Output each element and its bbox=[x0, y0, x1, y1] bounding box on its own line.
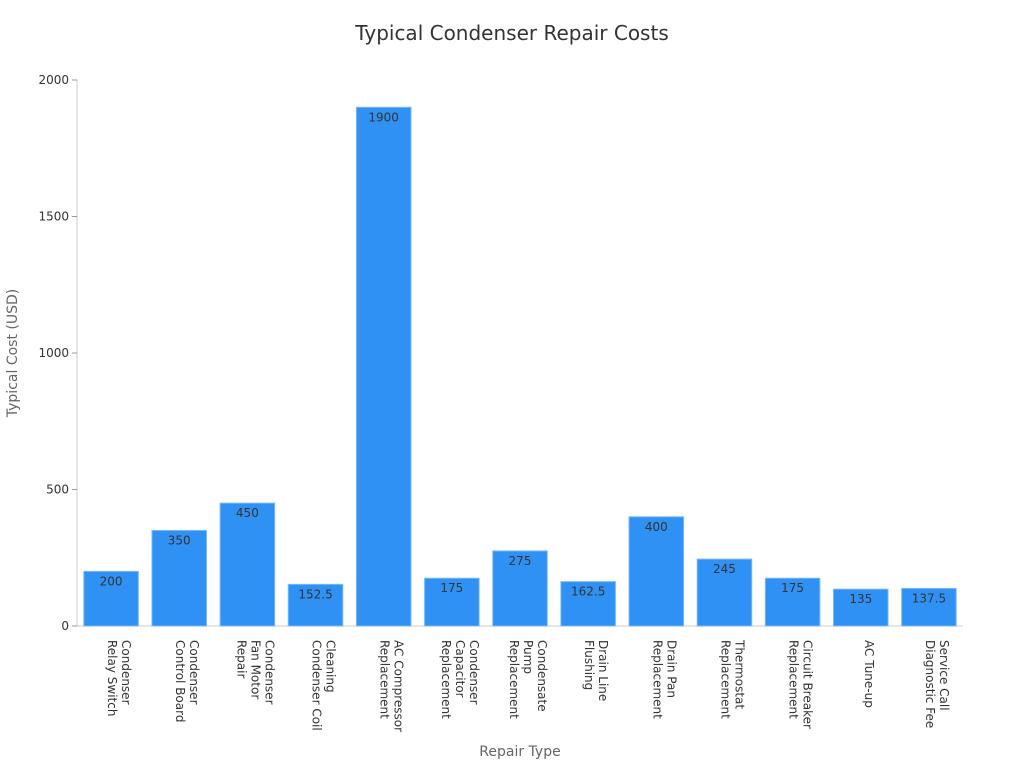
x-tick-label-line: Flushing bbox=[582, 640, 596, 690]
x-tick-label-line: Replacement bbox=[718, 640, 732, 719]
x-tick-label-line: AC Tune-up bbox=[862, 640, 876, 708]
value-label: 137.5 bbox=[912, 591, 946, 605]
x-tick-label: Drain PanReplacement bbox=[650, 640, 678, 719]
x-tick-label-line: Replacement bbox=[650, 640, 664, 719]
value-label: 152.5 bbox=[298, 587, 332, 601]
x-tick-label: CondenserControl Board bbox=[173, 640, 201, 722]
x-tick-label: Drain LineFlushing bbox=[582, 640, 610, 701]
x-tick-label-line: Diagnostic Fee bbox=[923, 640, 937, 728]
value-label: 275 bbox=[509, 554, 532, 568]
value-label: 200 bbox=[100, 574, 123, 588]
bar bbox=[764, 577, 821, 627]
x-tick-label-line: Drain Pan bbox=[664, 640, 678, 698]
x-tick-label-line: Repair bbox=[234, 640, 248, 678]
x-tick-label-line: Replacement bbox=[507, 640, 521, 719]
x-tick-label: AC Tune-up bbox=[862, 640, 876, 708]
x-tick-label-line: Condensate bbox=[535, 640, 549, 712]
x-tick-label-line: Condenser bbox=[119, 640, 133, 705]
x-tick-label-line: Control Board bbox=[173, 640, 187, 722]
bar bbox=[901, 587, 957, 627]
y-axis-label: Typical Cost (USD) bbox=[5, 289, 21, 418]
bar bbox=[696, 558, 753, 627]
bar bbox=[151, 529, 207, 627]
x-tick-label-line: Relay Switch bbox=[105, 640, 119, 716]
value-label: 1900 bbox=[368, 110, 399, 124]
y-tick-label: 1500 bbox=[38, 210, 69, 224]
x-tick-label: CondenserRelay Switch bbox=[105, 640, 133, 716]
value-label: 450 bbox=[236, 506, 259, 520]
x-tick-label-line: Service Call bbox=[937, 640, 951, 711]
x-tick-label-line: Circuit Breaker bbox=[801, 640, 815, 729]
x-tick-label: Circuit BreakerReplacement bbox=[787, 640, 815, 729]
chart-title: Typical Condenser Repair Costs bbox=[354, 21, 669, 45]
x-tick-label: ThermostatReplacement bbox=[718, 639, 746, 719]
value-label: 245 bbox=[713, 562, 736, 576]
x-tick-label: Service CallDiagnostic Fee bbox=[923, 640, 951, 728]
x-tick-label-line: Condenser bbox=[467, 640, 481, 705]
y-tick-label: 500 bbox=[46, 483, 69, 497]
x-tick-label-line: Pump bbox=[521, 640, 535, 674]
y-tick-label: 0 bbox=[61, 619, 69, 633]
x-tick-label-line: AC Compressor bbox=[392, 640, 406, 732]
x-tick-label: CondenserFan MotorRepair bbox=[234, 640, 276, 705]
x-tick-label-line: Capacitor bbox=[453, 640, 467, 698]
x-tick-label-line: Cleaning bbox=[324, 640, 338, 693]
bar bbox=[287, 583, 344, 627]
x-tick-label-line: Drain Line bbox=[596, 640, 610, 701]
bar bbox=[833, 588, 889, 627]
x-tick-label-line: Replacement bbox=[378, 640, 392, 719]
bar bbox=[83, 570, 139, 627]
value-label: 135 bbox=[849, 592, 872, 606]
value-label: 400 bbox=[645, 520, 668, 534]
bar bbox=[219, 502, 276, 627]
y-tick-label: 1000 bbox=[38, 346, 69, 360]
value-label: 350 bbox=[168, 533, 191, 547]
value-label: 162.5 bbox=[571, 585, 605, 599]
x-tick-label-line: Fan Motor bbox=[248, 640, 262, 699]
x-tick-label: CleaningCondenser Coil bbox=[310, 640, 338, 731]
x-axis-label: Repair Type bbox=[479, 744, 560, 760]
x-tick-label: AC CompressorReplacement bbox=[378, 640, 406, 732]
y-tick-label: 2000 bbox=[38, 73, 69, 87]
bar bbox=[355, 106, 412, 627]
x-tick-label-line: Thermostat bbox=[732, 639, 746, 709]
bar bbox=[424, 577, 480, 627]
bar bbox=[628, 516, 685, 627]
value-label: 175 bbox=[781, 581, 804, 595]
x-tick-label: CondensatePumpReplacement bbox=[507, 640, 549, 719]
x-tick-label-line: Condenser Coil bbox=[310, 640, 324, 731]
bar bbox=[492, 550, 548, 627]
x-tick-label-line: Replacement bbox=[439, 640, 453, 719]
x-tick-label-line: Condenser bbox=[262, 640, 276, 705]
value-label: 175 bbox=[440, 581, 463, 595]
bar bbox=[560, 581, 616, 627]
x-tick-label: CondenserCapacitorReplacement bbox=[439, 640, 481, 719]
x-tick-label-line: Replacement bbox=[787, 640, 801, 719]
x-tick-label-line: Condenser bbox=[187, 640, 201, 705]
